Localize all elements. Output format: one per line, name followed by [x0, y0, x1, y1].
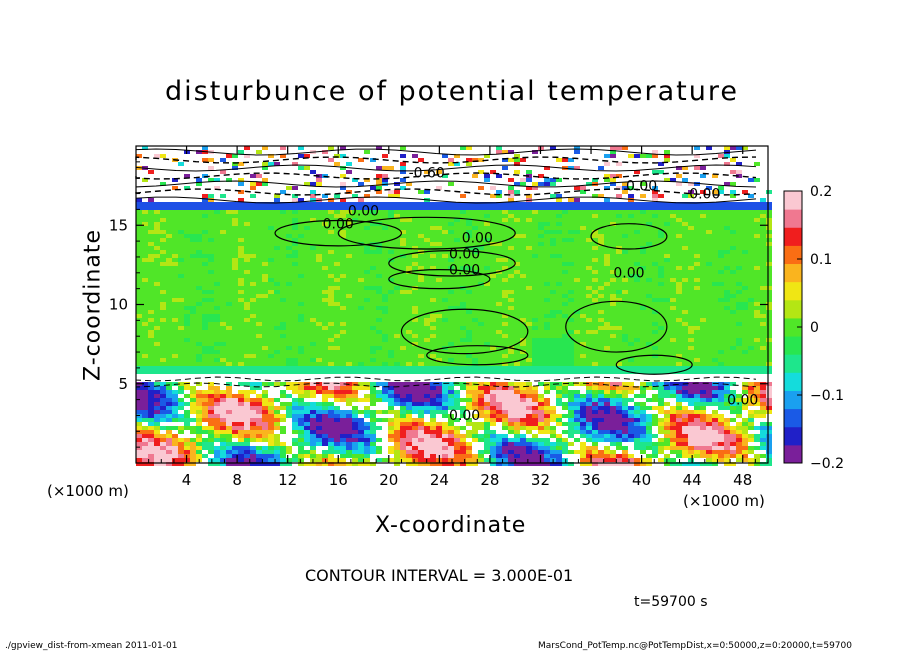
footer-script-name: ./gpview_dist-from-xmean 2011-01-01: [5, 641, 178, 651]
contour-interval-text: CONTOUR INTERVAL = 3.000E-01: [305, 566, 574, 585]
colorbar: 0.2 0.1 0 −0.1 −0.2: [783, 184, 844, 472]
x-tick-label: 4: [182, 471, 192, 489]
contour-loop: [400, 308, 529, 355]
colorbar-swatch: [784, 444, 802, 464]
contour-label: 0.00: [727, 392, 758, 408]
contour-label: 0.00: [449, 262, 480, 278]
colorbar-swatch: [784, 408, 802, 428]
colorbar-tick-label: 0.1: [810, 252, 832, 268]
x-tick-label: 36: [581, 471, 600, 489]
colorbar-swatch: [784, 372, 802, 391]
x-tick-label: 16: [329, 471, 348, 489]
x-tick-label: 44: [683, 471, 702, 489]
contour-label: 0.00: [449, 408, 480, 424]
colorbar-swatch: [784, 263, 802, 283]
x-tick-label: 48: [733, 471, 752, 489]
contour-loop: [426, 345, 529, 366]
contour-label: 0.00: [323, 216, 354, 232]
colorbar-swatch: [784, 426, 802, 446]
colorbar-tick-label: 0: [810, 320, 819, 336]
contour-line: [135, 196, 757, 204]
x-tick-label: 32: [531, 471, 550, 489]
contour-loop: [274, 219, 403, 247]
contour-loop: [565, 300, 668, 353]
colorbar-swatch: [784, 299, 802, 319]
contour-line: [135, 172, 757, 180]
time-label: t=59700 s: [634, 594, 708, 610]
contour-loop: [388, 269, 491, 290]
x-tick-label: 28: [480, 471, 499, 489]
contour-line: [135, 148, 757, 156]
contour-line: [135, 382, 757, 388]
x-unit-label-right: (×1000 m): [683, 492, 765, 510]
colorbar-tick-label: −0.1: [810, 388, 844, 404]
x-unit-label-left: (×1000 m): [47, 482, 129, 500]
chart-title: disturbunce of potential temperature: [165, 76, 739, 107]
contour-loop: [615, 354, 693, 375]
contour-label: 0.00: [348, 204, 379, 220]
colorbar-swatch: [784, 227, 802, 246]
colorbar-tick-label: −0.2: [810, 456, 844, 472]
colorbar-swatch: [784, 281, 802, 301]
contour-line: [135, 376, 757, 382]
contour-label: -0.60: [409, 166, 445, 182]
contour-label: 0.00: [626, 178, 657, 194]
colorbar-tick-label: 0.2: [810, 184, 832, 200]
x-tick-label: 40: [632, 471, 651, 489]
colorbar-swatch: [784, 245, 802, 265]
contour-label: 0.00: [462, 231, 493, 247]
contour-label: 0.00: [449, 247, 480, 263]
y-axis-label: Z-coordinate: [80, 229, 106, 381]
contour-loop: [590, 223, 668, 250]
x-axis-label: X-coordinate: [375, 513, 527, 538]
y-tick-label: 10: [109, 296, 128, 314]
colorbar-swatch: [784, 191, 802, 210]
colorbar-swatch: [784, 390, 802, 410]
contour-line: [135, 164, 757, 172]
footer-data-source: MarsCond_PotTemp.nc@PotTempDist,x=0:5000…: [538, 641, 852, 651]
contour-line: [135, 180, 757, 188]
plot-area: 0.00-0.600.000.000.000.00 0.000.000.000.0…: [135, 145, 772, 466]
x-tick-label: 24: [430, 471, 449, 489]
contour-line: [135, 156, 757, 164]
y-tick-label: 15: [109, 216, 128, 234]
y-tick-label: 5: [118, 375, 128, 393]
x-tick-label: 8: [232, 471, 242, 489]
x-tick-label: 12: [278, 471, 297, 489]
contour-label: 0.00: [689, 186, 720, 202]
colorbar-swatch: [784, 354, 802, 373]
contour-loop: [388, 250, 516, 277]
colorbar-swatch: [784, 336, 802, 355]
colorbar-swatch: [784, 317, 802, 337]
contour-line: [135, 188, 757, 196]
colorbar-swatch: [784, 209, 802, 228]
x-tick-label: 20: [379, 471, 398, 489]
contour-loop: [337, 216, 516, 250]
contour-label: 0.00: [613, 266, 644, 282]
